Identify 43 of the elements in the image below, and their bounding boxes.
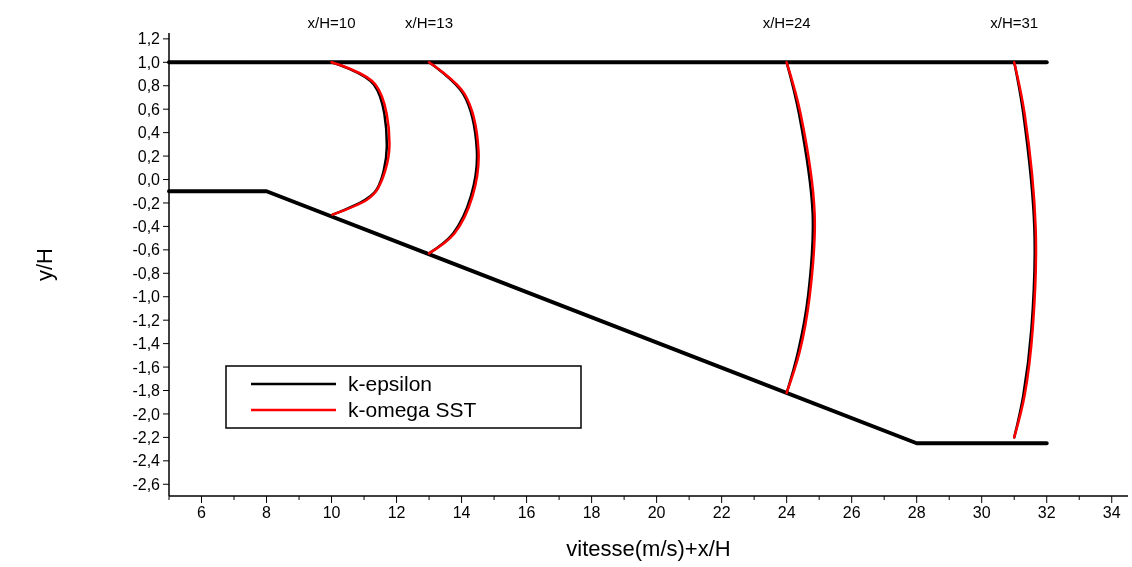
text: x/H=10: [307, 14, 356, 31]
x-tick-label: 28: [907, 504, 926, 521]
y-tick-label: 1,0: [137, 53, 161, 71]
y-tick-label: -0,6: [132, 241, 161, 259]
y-tick-label: -2,4: [132, 452, 161, 470]
x-tick-label: 22: [712, 504, 731, 521]
y-tick-label: 0,6: [137, 100, 161, 118]
y-tick-label: -2,2: [132, 428, 161, 446]
x-tick-label: 12: [387, 504, 406, 521]
x-tick-label: 18: [582, 504, 601, 521]
x-tick-label: 32: [1037, 504, 1056, 521]
x-tick-label: 20: [647, 504, 666, 521]
x-tick-label: 30: [972, 504, 991, 521]
x-tick-label: 14: [452, 504, 471, 521]
x-tick-label: 26: [842, 504, 861, 521]
text: x/H=24: [762, 14, 811, 31]
x-tick-label: 10: [322, 504, 341, 521]
y-tick-label: -1,4: [132, 335, 161, 353]
y-tick-label: 0,0: [137, 171, 161, 189]
y-tick-label: -0,2: [132, 194, 161, 212]
y-tick-label: -2,6: [132, 475, 161, 493]
legend-label: k-epsilon: [348, 372, 433, 396]
y-tick-label: 0,8: [137, 77, 161, 95]
y-axis-title: y/H: [32, 248, 57, 281]
y-tick-label: -0,4: [132, 218, 161, 236]
y-tick-label: -1,6: [132, 358, 161, 376]
y-tick-label: 0,2: [137, 147, 161, 165]
text: x/H=13: [405, 14, 454, 31]
y-tick-label: -1,0: [132, 288, 161, 306]
x-tick-label: 24: [777, 504, 796, 521]
y-tick-label: -0,8: [132, 264, 161, 282]
x-tick-label: 8: [262, 504, 272, 521]
y-tick-label: -2,0: [132, 405, 161, 423]
y-tick-label: 0,4: [137, 124, 161, 142]
x-tick-label: 6: [197, 504, 207, 521]
x-tick-label: 16: [517, 504, 536, 521]
x-tick-label: 34: [1102, 504, 1121, 521]
text: x/H=31: [990, 14, 1039, 31]
legend-label: k-omega SST: [348, 398, 477, 422]
y-tick-label: -1,8: [132, 382, 161, 400]
x-axis-title: vitesse(m/s)+x/H: [566, 536, 731, 561]
y-tick-label: -1,2: [132, 311, 161, 329]
y-tick-label: 1,2: [137, 30, 161, 48]
